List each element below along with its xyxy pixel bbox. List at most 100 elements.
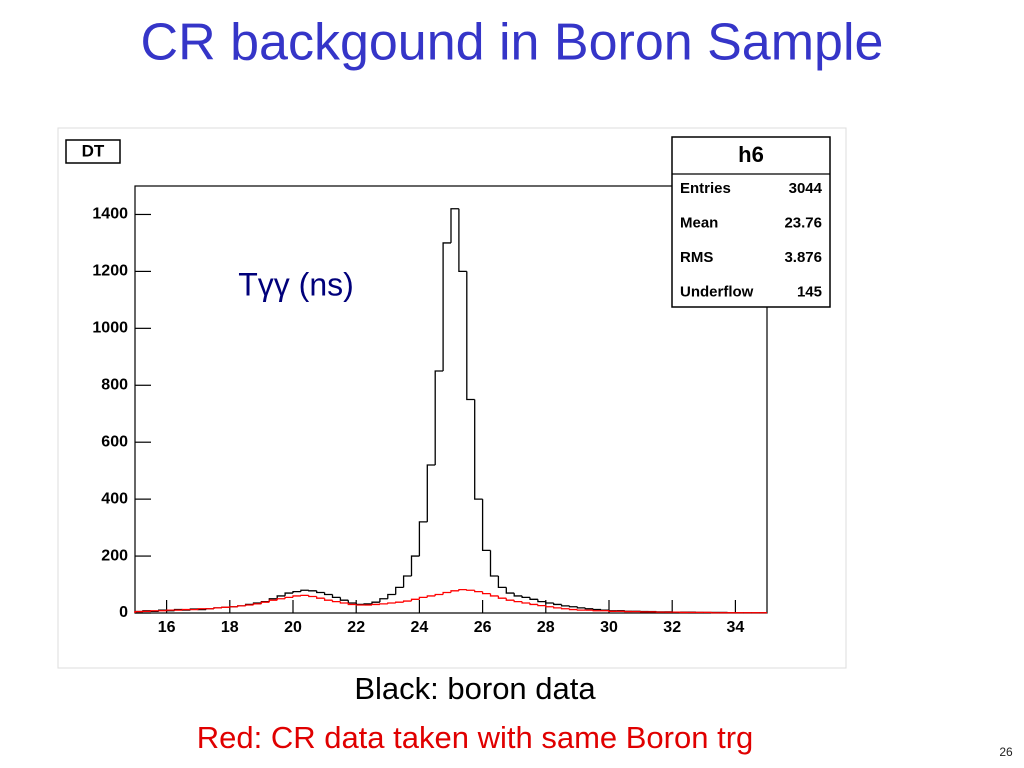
hist-bin <box>592 610 602 612</box>
hist-bin <box>276 595 286 599</box>
hist-bin <box>371 603 380 606</box>
hist-bin <box>221 606 230 608</box>
hist-bin <box>134 610 143 613</box>
x-tick-label: 20 <box>284 619 302 636</box>
hist-bin <box>418 596 428 600</box>
stats-rows: Entries 3044 Mean 23.76 RMS 3.876 Underflow 145 <box>680 180 823 301</box>
stats-value: 3.876 <box>784 249 822 266</box>
hist-bin <box>244 604 254 606</box>
hist-bin <box>276 598 286 601</box>
hist-bin <box>252 603 262 606</box>
y-tick-label: 1400 <box>92 206 128 223</box>
hist-bin <box>355 604 365 606</box>
hist-bin <box>402 575 412 588</box>
hist-bin <box>316 596 325 599</box>
hist-bin <box>608 610 617 612</box>
hist-bin <box>450 590 459 593</box>
hist-bin <box>331 600 341 603</box>
hist-bin <box>316 590 325 594</box>
hist-bin <box>600 609 609 611</box>
hist-bin <box>229 606 238 608</box>
x-tick-label: 18 <box>221 619 239 636</box>
hist-bin <box>537 599 546 603</box>
hist-bin <box>292 595 301 598</box>
hist-bin <box>410 598 420 602</box>
plot-frame <box>134 185 768 614</box>
hist-bin <box>450 208 459 243</box>
hist-bin <box>513 600 523 603</box>
hist-bin <box>442 591 451 595</box>
hist-bin <box>576 606 586 609</box>
hist-bin <box>426 595 436 598</box>
hist-bin <box>379 603 388 605</box>
y-tick-label: 600 <box>101 433 128 450</box>
hist-bin <box>371 601 380 604</box>
hist-bin <box>489 593 499 597</box>
hist-bin <box>402 600 412 603</box>
hist-bin <box>323 598 333 601</box>
hist-bin <box>323 592 333 596</box>
hist-bin <box>308 595 317 598</box>
hist-bin <box>545 605 554 608</box>
caption-red: Red: CR data taken with same Boron trg <box>197 720 754 755</box>
stats-value: 145 <box>797 283 822 300</box>
hist-bin <box>442 242 451 372</box>
y-tick-label: 800 <box>101 376 128 393</box>
page-number: 26 <box>999 745 1013 759</box>
hist-bin <box>553 606 562 609</box>
hist-bin <box>560 604 570 607</box>
hist-bin <box>458 208 467 273</box>
hist-label: DT <box>82 141 105 160</box>
hist-bin <box>379 598 388 603</box>
hist-bin <box>181 608 191 611</box>
x-tick-label: 30 <box>600 619 618 636</box>
y-tick-label: 0 <box>119 604 128 621</box>
hist-bin <box>410 555 420 576</box>
stats-label: Entries <box>680 180 731 197</box>
hist-bin <box>466 271 475 401</box>
hist-bin <box>150 610 159 612</box>
hist-bin <box>284 596 293 599</box>
hist-bin <box>260 601 270 604</box>
stats-label: Mean <box>680 214 718 231</box>
hist-bin <box>268 599 278 603</box>
hist-bin <box>497 595 507 599</box>
hist-bin <box>529 603 538 606</box>
hist-bin <box>213 607 222 609</box>
x-tick-label: 24 <box>411 619 429 636</box>
y-tick-label: 400 <box>101 490 128 507</box>
x-tick-label: 28 <box>537 619 555 636</box>
hist-bin <box>568 605 578 608</box>
hist-bin <box>584 607 594 610</box>
stats-value: 3044 <box>789 180 823 197</box>
x-tick-label: 34 <box>727 619 745 636</box>
hist-bin <box>339 597 349 601</box>
y-tick-label: 200 <box>101 547 128 564</box>
hist-bin <box>576 609 586 611</box>
hist-bin <box>545 601 554 604</box>
hist-bin <box>363 603 372 605</box>
hist-bin <box>608 610 617 612</box>
hist-bin <box>426 464 436 522</box>
hist-bin <box>560 607 570 610</box>
stats-label: Underflow <box>680 283 754 300</box>
y-tick-label: 1000 <box>92 320 128 337</box>
stats-box <box>671 136 831 308</box>
hist-bin <box>197 608 207 610</box>
hist-bin <box>300 594 309 597</box>
hist-bin <box>331 594 341 598</box>
hist-bin <box>284 592 293 596</box>
hist-bin <box>339 601 349 604</box>
hist-bin <box>505 598 515 601</box>
hist-bin <box>505 587 515 594</box>
x-tick-label: 16 <box>158 619 176 636</box>
hist-bin <box>553 603 562 606</box>
hist-bin <box>474 399 483 500</box>
hist-bin <box>237 605 246 607</box>
annotation: Tγγ (ns) <box>238 266 354 302</box>
y-tick-label: 1200 <box>92 263 128 280</box>
stats-title: h6 <box>738 142 764 167</box>
stats-label: RMS <box>680 249 713 266</box>
